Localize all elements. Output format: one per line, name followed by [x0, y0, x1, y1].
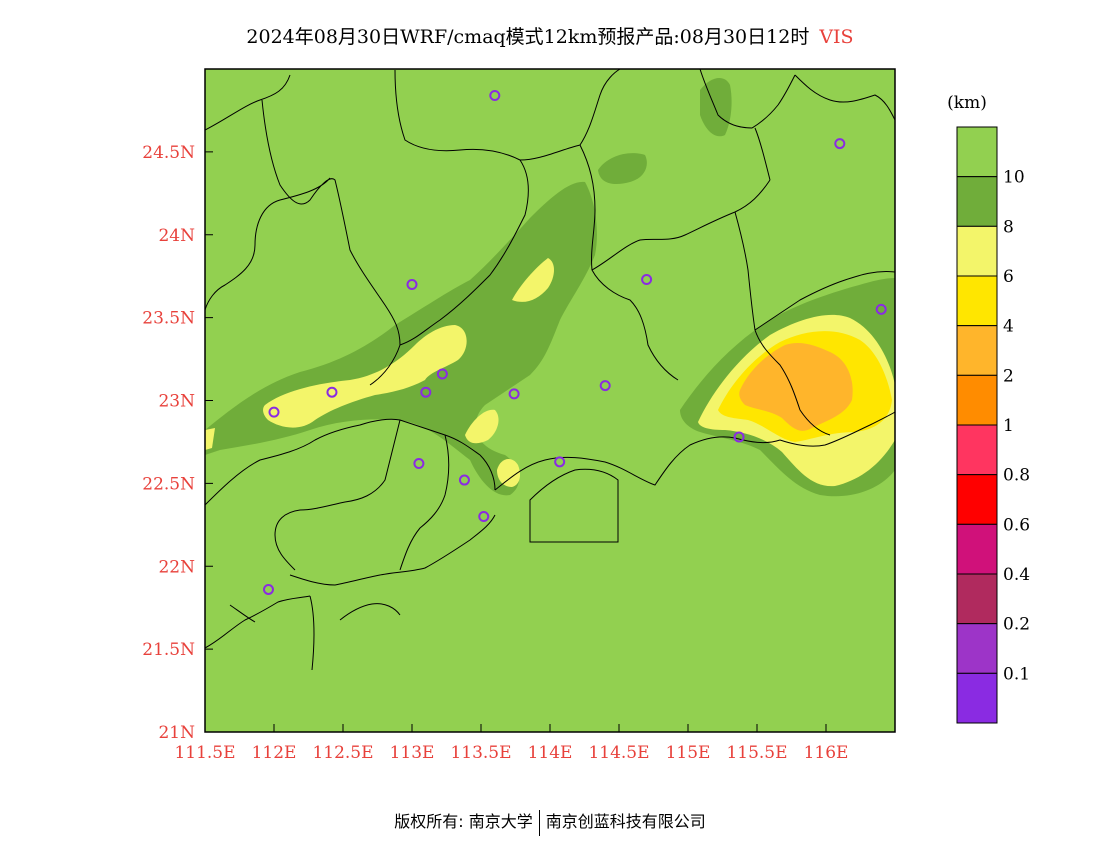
lon-tick-label: 116E [804, 743, 849, 763]
colorbar-label: 0.8 [1003, 466, 1030, 486]
visibility-contours [205, 78, 895, 497]
station-marker [834, 138, 846, 150]
lon-tick-label: 113.5E [450, 743, 511, 763]
lon-tick-label: 115.5E [726, 743, 787, 763]
colorbar-swatch [956, 523, 998, 575]
title-variable: VIS [819, 26, 854, 48]
footer-separator [538, 809, 540, 836]
contour-band-6km-south [497, 458, 520, 487]
lat-tick-label: 21N [158, 723, 195, 743]
boundary-lines [205, 69, 895, 671]
colorbar-label: 0.1 [1003, 664, 1030, 684]
lat-tick-label: 23.5N [142, 309, 195, 329]
station-marker [478, 511, 490, 523]
prefecture-boundary-east [699, 69, 895, 436]
colorbar-label: 0.6 [1003, 515, 1030, 535]
contour-band-6km-delta [263, 325, 467, 428]
colorbar-swatch [956, 672, 998, 724]
lon-tick-label: 114E [528, 743, 573, 763]
colorbar-swatch [956, 474, 998, 525]
contour-band-8km-north [700, 78, 732, 137]
station-marker [413, 457, 425, 469]
lat-tick-label: 22.5N [142, 474, 195, 494]
colorbar-label: 0.2 [1003, 615, 1030, 635]
colorbar-swatch [956, 424, 998, 476]
colorbar-label: 6 [1003, 267, 1014, 287]
prefecture-boundary-central [394, 69, 771, 381]
colorbar-label: 1 [1003, 416, 1014, 436]
lon-tick-label: 112.5E [312, 743, 373, 763]
station-marker [733, 431, 745, 443]
contour-band-6km-center [465, 409, 499, 444]
lat-tick-label: 24N [158, 226, 195, 246]
station-marker [641, 274, 653, 286]
colorbar-label: 2 [1003, 366, 1014, 386]
lon-tick-label: 115E [666, 743, 711, 763]
colorbar-unit: (km) [947, 93, 987, 113]
station-marker [599, 380, 611, 392]
lat-tick-label: 21.5N [142, 640, 195, 660]
lon-tick-label: 111.5E [174, 743, 235, 763]
latitude-axis: 21N 21.5N 22N 22.5N 23N 23.5N 24N 24.5N [142, 143, 213, 743]
colorbar-swatch [956, 176, 998, 227]
copyright-left: 版权所有: 南京大学 [394, 812, 533, 831]
colorbar-label: 10 [1003, 168, 1025, 188]
station-marker [326, 386, 338, 398]
station-marker [268, 406, 280, 418]
title-main: 2024年08月30日WRF/cmaq模式12km预报产品:08月30日12时 [246, 26, 810, 48]
lat-tick-label: 24.5N [142, 143, 195, 163]
station-marker [262, 583, 274, 595]
station-marker [436, 368, 448, 380]
colorbar-swatch [956, 225, 998, 277]
coastline-west [205, 514, 496, 671]
contour-band-6km-west [205, 428, 215, 450]
lon-tick-label: 112E [252, 743, 297, 763]
colorbar-swatch [956, 573, 998, 625]
lat-tick-label: 23N [158, 392, 195, 412]
station-marker [489, 90, 501, 102]
station-marker [508, 388, 520, 400]
station-marker [406, 278, 418, 290]
lon-tick-label: 114.5E [588, 743, 649, 763]
colorbar-swatch [956, 374, 998, 426]
map-title: 2024年08月30日WRF/cmaq模式12km预报产品:08月30日12时 V… [0, 22, 1100, 49]
colorbar-label: 0.4 [1003, 565, 1030, 585]
colorbar-swatch [956, 325, 998, 376]
station-marker [875, 303, 887, 315]
colorbar-label: 8 [1003, 217, 1014, 237]
copyright-right: 南京创蓝科技有限公司 [545, 812, 706, 831]
station-markers [262, 90, 887, 595]
colorbar-swatch [956, 275, 998, 327]
station-marker [554, 456, 566, 468]
lat-tick-label: 22N [158, 557, 195, 577]
contour-band-2km [739, 342, 853, 431]
station-marker [458, 474, 470, 486]
contour-band-8km-northeast [598, 153, 647, 185]
lon-tick-label: 113E [390, 743, 435, 763]
prefecture-boundary-southwest [205, 418, 496, 571]
contour-band-6km-north [512, 258, 554, 302]
coastline-east [779, 411, 895, 447]
colorbar-swatch [956, 623, 998, 674]
map-plot-area [204, 68, 896, 733]
colorbar-swatch [956, 126, 998, 178]
footer: 版权所有: 南京大学 南京创蓝科技有限公司 [0, 808, 1100, 836]
colorbar-label: 4 [1003, 317, 1014, 337]
colorbar: 10 8 6 4 2 1 0.8 0.6 0.4 0.2 0.1 [956, 126, 1030, 724]
longitude-axis: 111.5E 112E 112.5E 113E 113.5E 114E 114.5E 115E… [174, 724, 848, 763]
prefecture-boundary-west [205, 74, 401, 386]
station-marker [420, 386, 432, 398]
